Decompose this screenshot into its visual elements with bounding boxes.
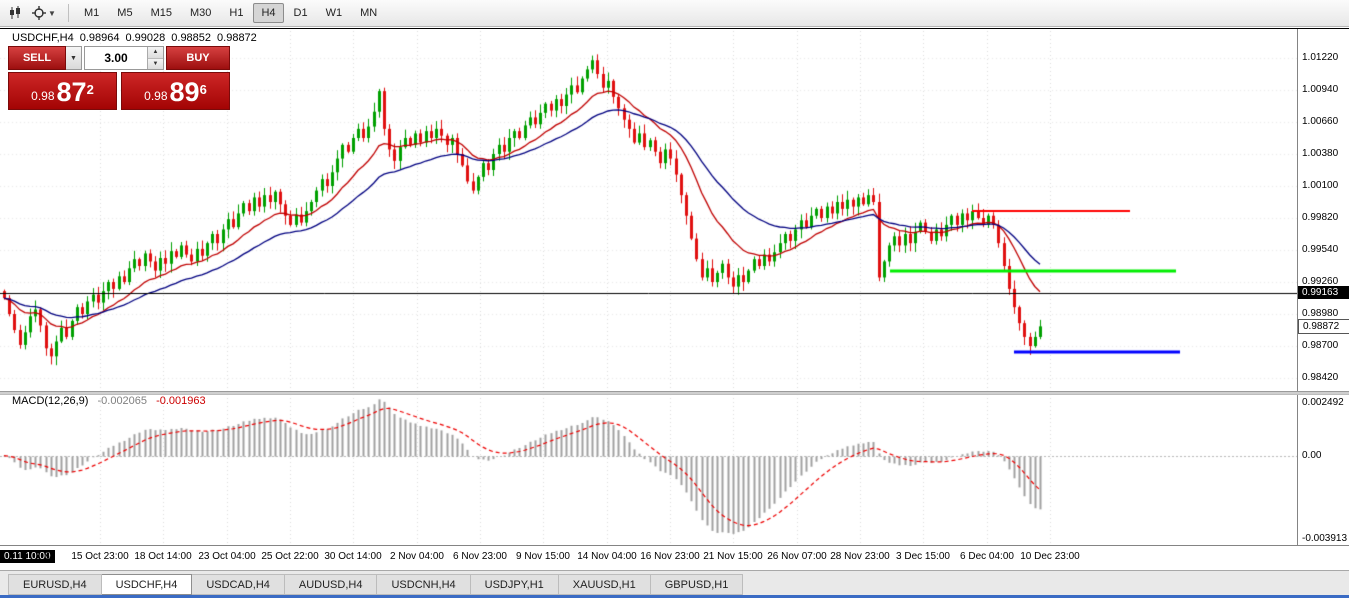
time-axis: 0.11 10:00 8 15 Oct 23:00 18 Oct 14:00 23 O… — [0, 545, 1349, 570]
price-badge: 0.99163 — [1298, 286, 1349, 300]
time-tick-label: 15 Oct 23:00 — [71, 551, 129, 562]
price-tick-label: 0.98700 — [1302, 340, 1339, 352]
quote-low: 0.98852 — [171, 32, 212, 44]
one-click-trading-panel: SELL ▼ ▲ ▼ BUY 0.98 87 2 0.98 89 6 — [8, 46, 230, 110]
chart-tab-eurusd-h4[interactable]: EURUSD,H4 — [8, 574, 102, 595]
timeframe-button-mn[interactable]: MN — [360, 7, 378, 19]
chart-tab-usdcad-h4[interactable]: USDCAD,H4 — [192, 574, 285, 595]
price-tick-label: 0.98420 — [1302, 372, 1339, 384]
timeframe-button-m30[interactable]: M30 — [189, 7, 212, 19]
time-tick-label: 6 Dec 04:00 — [960, 551, 1014, 562]
timeframe-bar: M1 M5 M15 M30 H1 H4 D1 W1 MN — [75, 3, 386, 23]
crosshair-tool-icon-button[interactable]: ▼ — [27, 3, 61, 24]
price-tick-label: 1.00940 — [1302, 83, 1339, 95]
macd-value-main: -0.002065 — [97, 395, 148, 407]
volume-box: ▲ ▼ — [84, 46, 164, 70]
chart-tab-usdcnh-h4[interactable]: USDCNH,H4 — [377, 574, 471, 595]
toolbar: ▼ M1 M5 M15 M30 H1 H4 D1 W1 MN — [0, 0, 1349, 27]
macd-tick-label: 0.002492 — [1302, 396, 1344, 408]
timeframe-button-m15[interactable]: M15 — [150, 7, 172, 19]
trade-panel-price-row: 0.98 87 2 0.98 89 6 — [8, 72, 230, 110]
toolbar-separator — [68, 4, 69, 22]
sell-price-tile[interactable]: 0.98 87 2 — [8, 72, 117, 110]
macd-tick-label: 0.00 — [1302, 449, 1322, 461]
sell-price-small: 0.98 — [31, 89, 55, 103]
sell-price-sup: 2 — [86, 82, 94, 97]
macd-value-signal: -0.001963 — [156, 395, 206, 407]
timeframe-button-w1[interactable]: W1 — [325, 7, 343, 19]
price-scale: 1.01220 1.00940 1.00660 1.00380 1.00100 0.998… — [1297, 28, 1349, 545]
price-tick-label: 0.99260 — [1302, 276, 1339, 288]
time-tick-label: 3 Dec 15:00 — [896, 551, 950, 562]
time-tick-label: 10 Dec 23:00 — [1020, 551, 1080, 562]
macd-indicator-label: MACD(12,26,9) -0.002065 -0.001963 — [12, 395, 206, 407]
time-tick-label: 21 Nov 15:00 — [703, 551, 763, 562]
macd-name: MACD(12,26,9) — [12, 395, 89, 407]
time-tick-label: 18 Oct 14:00 — [134, 551, 192, 562]
timeframe-button-m5[interactable]: M5 — [117, 7, 133, 19]
buy-price-sup: 6 — [199, 82, 207, 97]
time-tick-label: 30 Oct 14:00 — [324, 551, 382, 562]
price-tick-label: 1.00660 — [1302, 115, 1339, 127]
panel-separator[interactable] — [0, 391, 1349, 395]
quote-high: 0.99028 — [125, 32, 166, 44]
quote-close: 0.98872 — [217, 32, 257, 44]
chart-tab-bar: EURUSD,H4 USDCHF,H4 USDCAD,H4 AUDUSD,H4 USDC… — [0, 570, 1349, 598]
macd-tick-label: -0.003913 — [1302, 533, 1348, 545]
timeframe-button-h1[interactable]: H1 — [229, 7, 244, 19]
sell-price-big: 87 — [56, 77, 87, 107]
time-tick-label: 2 Nov 04:00 — [390, 551, 444, 562]
time-tick-label: 6 Nov 23:00 — [453, 551, 507, 562]
time-tick-label: 16 Nov 23:00 — [640, 551, 700, 562]
crosshair-tool-icon — [32, 6, 47, 20]
quote-header: USDCHF,H4 0.98964 0.99028 0.98852 0.98872 — [12, 32, 263, 44]
trade-panel-top-row: SELL ▼ ▲ ▼ BUY — [8, 46, 230, 70]
sell-dropdown-button[interactable]: ▼ — [66, 46, 82, 70]
timeframe-button-h4[interactable]: H4 — [253, 3, 284, 23]
price-tick-label: 1.00380 — [1302, 148, 1339, 159]
candlestick-chart-icon-button[interactable] — [4, 3, 26, 24]
volume-decrease-button[interactable]: ▼ — [148, 58, 163, 69]
volume-increase-button[interactable]: ▲ — [148, 47, 163, 59]
chevron-down-icon: ▼ — [70, 54, 77, 62]
buy-button[interactable]: BUY — [166, 46, 230, 70]
time-tick-label: 14 Nov 04:00 — [577, 551, 637, 562]
volume-spinner: ▲ ▼ — [147, 47, 163, 69]
price-tick-label: 0.99540 — [1302, 244, 1339, 256]
time-tick-label: 9 Nov 15:00 — [516, 551, 570, 562]
chart-tab-usdjpy-h1[interactable]: USDJPY,H1 — [470, 574, 559, 595]
sell-button[interactable]: SELL — [8, 46, 66, 70]
price-chart-canvas[interactable] — [0, 28, 1297, 545]
chart-tab-usdchf-h4[interactable]: USDCHF,H4 — [101, 574, 193, 595]
buy-price-small: 0.98 — [144, 89, 168, 103]
price-tick-label: 1.00100 — [1302, 180, 1339, 191]
price-badge: 0.98872 — [1298, 319, 1349, 335]
time-tick-label: 25 Oct 22:00 — [261, 551, 319, 562]
price-tick-label: 1.01220 — [1302, 51, 1339, 63]
time-cursor-badge: 0.11 10:00 — [0, 550, 55, 563]
chart-top-border — [0, 28, 1349, 29]
chart-tab-gbpusd-h1[interactable]: GBPUSD,H1 — [650, 574, 744, 595]
candlestick-chart-icon — [10, 6, 20, 19]
volume-input[interactable] — [85, 47, 147, 69]
chart-tab-xauusd-h1[interactable]: XAUUSD,H1 — [558, 574, 651, 595]
time-tick-label: 23 Oct 04:00 — [198, 551, 256, 562]
price-tick-label: 0.99820 — [1302, 212, 1339, 224]
timeframe-button-d1[interactable]: D1 — [293, 7, 308, 19]
time-tick-label: 26 Nov 07:00 — [767, 551, 827, 562]
quote-symbol: USDCHF,H4 — [12, 32, 74, 44]
quote-open: 0.98964 — [79, 32, 120, 44]
price-tick-label: 0.98980 — [1302, 308, 1339, 320]
window-border — [0, 595, 1349, 598]
chevron-down-icon: ▼ — [48, 8, 56, 18]
timeframe-button-m1[interactable]: M1 — [84, 7, 100, 19]
time-tick-label: 8 — [44, 551, 50, 562]
buy-price-big: 89 — [169, 77, 200, 107]
time-tick-label: 28 Nov 23:00 — [830, 551, 890, 562]
chart-tab-audusd-h4[interactable]: AUDUSD,H4 — [284, 574, 378, 595]
buy-price-tile[interactable]: 0.98 89 6 — [121, 72, 230, 110]
